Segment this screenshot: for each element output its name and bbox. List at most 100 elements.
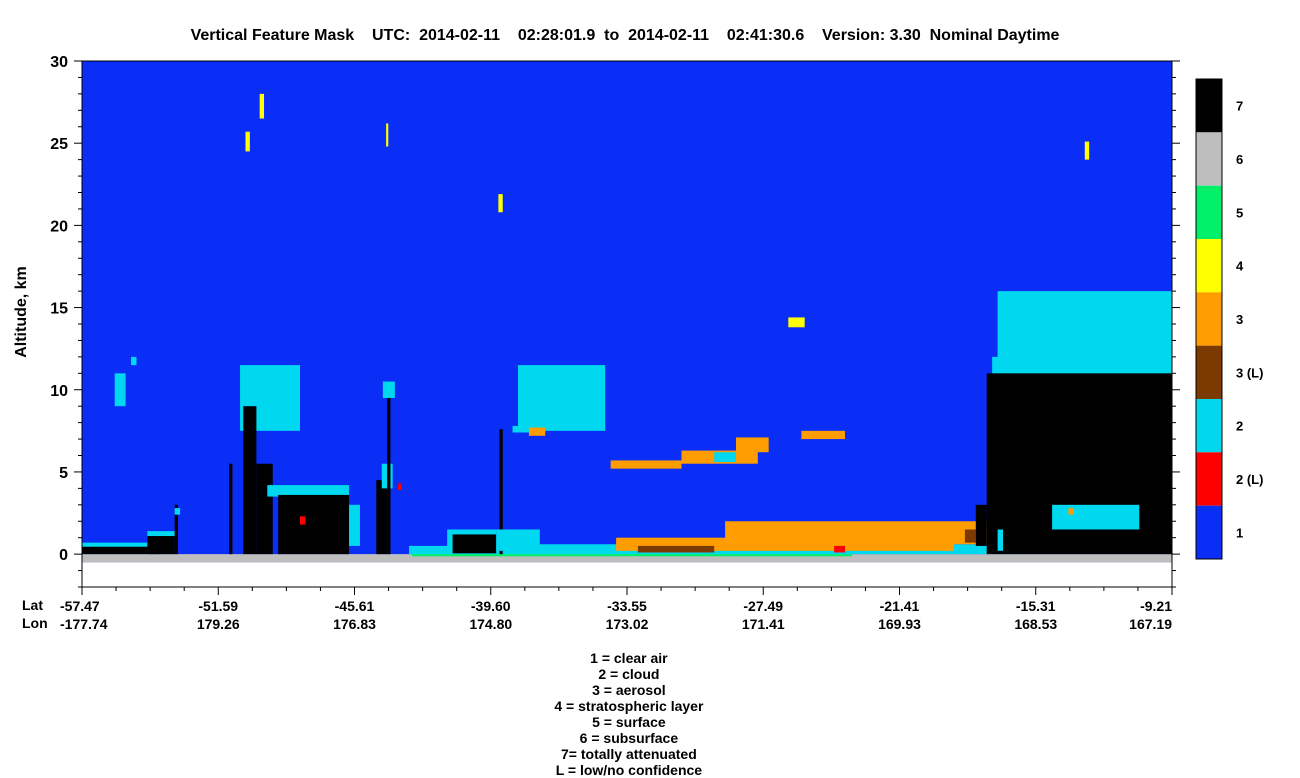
legend-aerosol: 3 = aerosol (592, 682, 666, 698)
colorbar-label: 6 (1236, 152, 1243, 167)
colorbar-label: 4 (1236, 259, 1244, 274)
x-tick-lon: 169.93 (878, 616, 921, 632)
colorbar-label: 7 (1236, 99, 1243, 114)
legend-stratospheric: 4 = stratospheric layer (554, 698, 704, 714)
y-tick-label: 25 (50, 136, 68, 153)
cloud-patch (349, 504, 360, 546)
axes: 0 5 10 15 20 25 30 -57.47 -177.74 -51.59 179.26 -45… (50, 54, 1180, 632)
x-tick-lat: -45.61 (335, 598, 375, 614)
stratospheric-layer (259, 93, 265, 119)
attenuated-column (376, 480, 388, 555)
legend-surface: 5 = surface (592, 714, 666, 730)
x-tick-lon: -177.74 (60, 616, 108, 632)
y-tick-label: 0 (59, 547, 68, 564)
low-confidence-cloud (834, 545, 845, 553)
colorbar-label: 5 (1236, 205, 1243, 220)
stratospheric-layer (386, 123, 389, 147)
lat-row-label: Lat (22, 597, 43, 613)
attenuated-column (174, 504, 178, 555)
cloud-patch (131, 356, 137, 366)
colorbar-frame (1195, 78, 1223, 560)
aerosol-layer (725, 521, 998, 545)
x-tick-lat: -39.60 (471, 598, 511, 614)
x-tick-lon: 179.26 (197, 616, 240, 632)
x-tick-lat: -15.31 (1016, 598, 1056, 614)
cloud-layer (267, 485, 350, 497)
y-tick-label: 15 (50, 301, 68, 318)
stratospheric-layer (788, 317, 805, 328)
y-tick-label: 30 (50, 54, 68, 71)
cloud-patch (997, 529, 1004, 551)
attenuated-region (975, 504, 987, 546)
attenuated-region (278, 494, 350, 555)
attenuated-region (147, 536, 175, 555)
low-confidence-cloud (300, 516, 306, 525)
cloud-patch (174, 508, 181, 515)
x-tick-lat: -21.41 (880, 598, 920, 614)
x-tick-lat: -51.59 (198, 598, 238, 614)
colorbar-label: 3 (1236, 312, 1243, 327)
below-surface-region (82, 562, 1172, 587)
stratospheric-layer (498, 194, 503, 213)
y-tick-label: 5 (59, 465, 68, 482)
cloud-patch (512, 425, 529, 433)
x-tick-lat: -57.47 (60, 598, 100, 614)
subsurface-strip (82, 554, 1172, 563)
y-tick-label: 10 (50, 383, 68, 400)
stratospheric-layer (1084, 141, 1090, 160)
cloud-patch (1052, 504, 1140, 530)
aerosol-patch (528, 427, 546, 436)
legend-cloud: 2 = cloud (598, 666, 660, 682)
colorbar-swatch (1196, 452, 1222, 506)
legend-attenuated: 7= totally attenuated (561, 746, 697, 762)
cloud-patch (714, 452, 736, 463)
x-tick-lon: 173.02 (606, 616, 649, 632)
colorbar-swatch (1196, 79, 1222, 133)
colorbar-swatch (1196, 132, 1222, 186)
aerosol-layer (736, 437, 769, 453)
x-tick-lon: 171.41 (742, 616, 785, 632)
colorbar-label: 2 (L) (1236, 472, 1263, 487)
attenuated-region (452, 534, 497, 554)
colorbar-label: 1 (1236, 525, 1243, 540)
legend-low-confidence: L = low/no confidence (555, 762, 703, 778)
aerosol-patch (1068, 508, 1074, 515)
colorbar-swatch (1196, 239, 1222, 293)
aerosol-layer (610, 460, 682, 469)
attenuated-column (499, 429, 503, 555)
legend-subsurface: 6 = subsurface (579, 730, 679, 746)
x-tick-lon: 176.83 (333, 616, 376, 632)
x-tick-lon: 174.80 (469, 616, 512, 632)
x-tick-lat: -27.49 (743, 598, 783, 614)
attenuated-column (229, 463, 233, 555)
stratospheric-layer (245, 131, 250, 152)
colorbar-label: 3 (L) (1236, 365, 1263, 380)
low-confidence-cloud (398, 483, 402, 491)
x-tick-lat: -33.55 (607, 598, 647, 614)
low-confidence-aerosol (964, 529, 976, 543)
x-tick-lon: 167.19 (1129, 616, 1172, 632)
surface-line (412, 553, 852, 557)
colorbar: 7 6 5 4 3 3 (L) 2 2 (L) 1 (1195, 78, 1263, 560)
class-legend: 1 = clear air 2 = cloud 3 = aerosol 4 = … (0, 634, 1250, 778)
y-tick-label: 20 (50, 218, 68, 235)
cloud-patch (114, 373, 126, 407)
colorbar-swatch (1196, 505, 1222, 559)
colorbar-swatch (1196, 399, 1222, 453)
attenuated-column (243, 406, 257, 555)
lon-row-label: Lon (22, 615, 48, 631)
plot-area (82, 61, 1172, 587)
legend-clear-air: 1 = clear air (590, 650, 668, 666)
colorbar-label: 2 (1236, 419, 1243, 434)
cloud-layer (518, 365, 606, 431)
attenuated-column (387, 386, 391, 555)
colorbar-swatch (1196, 185, 1222, 239)
attenuated-column (256, 463, 273, 555)
vertical-feature-mask-chart: 051015202530-57.47-177.74-51.59179.26-45… (50, 54, 1263, 632)
x-tick-lon: 168.53 (1014, 616, 1057, 632)
chart-title: Vertical Feature Mask UTC: 2014-02-11 02… (190, 27, 1060, 44)
colorbar-swatch (1196, 292, 1222, 346)
attenuated-region (82, 546, 159, 555)
cloud-patch (382, 381, 395, 398)
colorbar-swatch (1196, 345, 1222, 399)
